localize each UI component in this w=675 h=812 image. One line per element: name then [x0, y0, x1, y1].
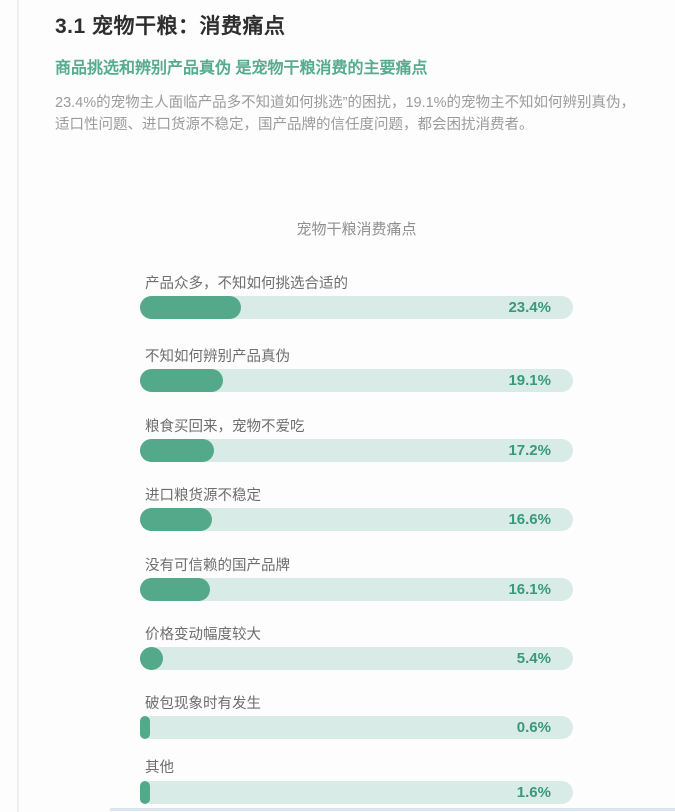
bar-value-4: 16.6% [508, 511, 551, 528]
page-subtitle: 商品挑选和辨别产品真伪 是宠物干粮消费的主要痛点 [55, 60, 428, 77]
bar-fill-1 [140, 296, 242, 319]
bar-label-7: 破包现象时有发生 [145, 696, 261, 712]
bar-label-1: 产品众多，不知如何挑选合适的 [145, 276, 348, 292]
bar-fill-7 [140, 716, 150, 739]
bar-fill-8 [140, 781, 150, 804]
bar-value-3: 17.2% [508, 442, 551, 459]
bar-track-6: 5.4% [140, 647, 573, 670]
bar-fill-5 [140, 578, 210, 601]
bar-value-6: 5.4% [516, 650, 551, 667]
body-paragraph: 23.4%的宠物主人面临产品多不知道如何挑选”的困扰，19.1%的宠物主不知如何… [55, 92, 655, 136]
bar-label-3: 粮食买回来，宠物不爱吃 [145, 419, 305, 435]
bar-fill-2 [140, 369, 223, 392]
bar-track-7: 0.6% [140, 716, 573, 739]
body-line-1: 23.4%的宠物主人面临产品多不知道如何挑选”的困扰，19.1%的宠物主不知如何… [55, 95, 636, 111]
bar-label-8: 其他 [145, 760, 174, 776]
bar-fill-4 [140, 508, 212, 531]
bar-value-2: 19.1% [508, 372, 551, 389]
bar-track-1: 23.4% [140, 296, 573, 319]
bottom-divider-line [110, 808, 675, 811]
bar-fill-3 [140, 439, 215, 462]
page-title: 3.1 宠物干粮：消费痛点 [55, 15, 286, 38]
bar-track-8: 1.6% [140, 781, 573, 804]
bar-track-5: 16.1% [140, 578, 573, 601]
chart-title: 宠物干粮消费痛点 [296, 221, 417, 238]
bar-track-4: 16.6% [140, 508, 573, 531]
bar-value-1: 23.4% [508, 299, 551, 316]
bar-track-2: 19.1% [140, 369, 573, 392]
bar-label-6: 价格变动幅度较大 [145, 627, 261, 643]
bar-fill-6 [140, 647, 164, 670]
bar-track-3: 17.2% [140, 439, 573, 462]
body-line-2: 适口性问题、进口货源不稳定，国产品牌的信任度问题，都会困扰消费者。 [55, 117, 534, 133]
page-left-edge-line [17, 0, 19, 812]
bar-label-5: 没有可信赖的国产品牌 [145, 558, 290, 574]
bar-value-7: 0.6% [516, 719, 551, 736]
bar-label-4: 进口粮货源不稳定 [145, 488, 261, 504]
bar-value-5: 16.1% [508, 581, 551, 598]
bar-value-8: 1.6% [516, 784, 551, 801]
bar-label-2: 不知如何辨别产品真伪 [145, 349, 290, 365]
